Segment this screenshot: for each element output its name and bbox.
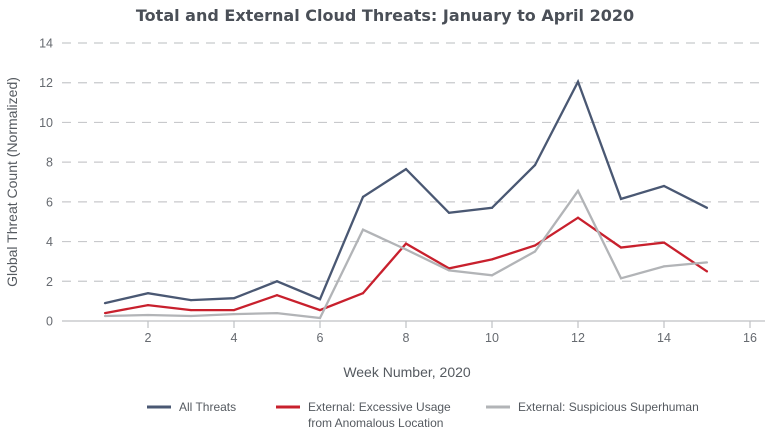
legend-label: from Anomalous Location — [308, 416, 443, 430]
data-point — [490, 206, 494, 209]
series-3 — [103, 188, 709, 320]
data-point — [146, 313, 150, 317]
data-point — [490, 274, 494, 277]
data-point — [619, 197, 623, 200]
data-point — [619, 246, 623, 249]
data-point — [662, 241, 666, 244]
data-point — [146, 292, 150, 295]
data-point — [490, 258, 494, 261]
legend-label: External: Suspicious Superhuman — [518, 400, 699, 414]
y-tick-label: 12 — [39, 76, 53, 90]
data-point — [189, 314, 193, 318]
data-point — [576, 189, 580, 193]
y-tick-label: 14 — [39, 37, 53, 51]
data-point — [404, 248, 408, 251]
x-tick-label: 12 — [571, 331, 585, 345]
data-point — [404, 167, 408, 171]
data-point — [318, 298, 322, 301]
data-point — [576, 80, 580, 83]
data-point — [275, 311, 279, 315]
data-point — [404, 242, 408, 245]
data-point — [533, 250, 537, 253]
data-point — [275, 294, 279, 297]
series-lines — [103, 78, 709, 320]
x-axis-label: Week Number, 2020 — [343, 364, 471, 380]
x-tick-label: 8 — [403, 331, 410, 345]
data-point — [705, 206, 709, 209]
data-point — [361, 292, 365, 295]
x-axis-ticks: 2 4 6 8 10 12 14 16 — [145, 321, 757, 345]
legend-item: External: Excessive Usage from Anomalous … — [276, 400, 451, 430]
data-point — [619, 277, 623, 280]
data-point — [361, 195, 365, 198]
data-point — [533, 244, 537, 247]
data-point — [232, 308, 236, 312]
x-tick-label: 6 — [317, 331, 324, 345]
y-tick-label: 10 — [39, 116, 53, 130]
legend-item: External: Suspicious Superhuman — [486, 400, 699, 414]
y-axis-label: Global Threat Count (Normalized) — [4, 77, 20, 287]
data-point — [103, 302, 107, 305]
data-point — [103, 314, 107, 318]
data-point — [146, 304, 150, 307]
y-axis-ticks: 0 2 4 6 8 10 12 14 — [39, 37, 53, 329]
chart-title: Total and External Cloud Threats: Januar… — [136, 6, 634, 25]
data-point — [103, 311, 107, 315]
series-2 — [103, 216, 709, 315]
x-tick-label: 2 — [145, 331, 152, 345]
data-point — [447, 269, 451, 272]
x-tick-label: 16 — [743, 331, 757, 345]
y-tick-label: 6 — [46, 195, 53, 209]
y-tick-label: 0 — [46, 315, 53, 329]
data-point — [232, 312, 236, 316]
data-point — [275, 280, 279, 283]
data-point — [232, 297, 236, 300]
data-point — [533, 164, 537, 167]
legend-label: External: Excessive Usage — [308, 400, 451, 414]
gridlines — [62, 42, 765, 322]
data-point — [662, 265, 666, 268]
data-point — [576, 216, 580, 219]
x-tick-label: 10 — [485, 331, 499, 345]
data-point — [318, 316, 322, 320]
legend-item: All Threats — [147, 400, 236, 414]
data-point — [662, 184, 666, 188]
x-tick-label: 4 — [231, 331, 238, 345]
data-point — [189, 299, 193, 302]
y-tick-label: 8 — [46, 156, 53, 170]
legend: All Threats External: Excessive Usage from… — [147, 400, 699, 430]
data-point — [705, 261, 709, 264]
legend-label: All Threats — [179, 400, 236, 414]
data-point — [705, 270, 709, 273]
y-tick-label: 4 — [46, 235, 53, 249]
data-point — [361, 228, 365, 231]
data-point — [189, 308, 193, 312]
data-point — [318, 308, 322, 312]
series-1 — [103, 78, 709, 305]
data-point — [447, 211, 451, 214]
y-tick-label: 2 — [46, 275, 53, 289]
x-tick-label: 14 — [657, 331, 671, 345]
